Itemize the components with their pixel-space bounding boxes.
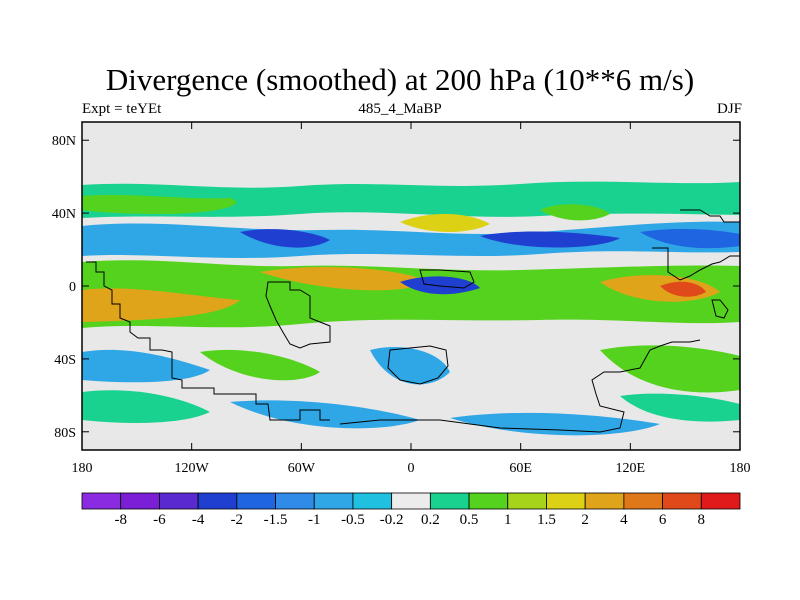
colorbar-swatch <box>584 492 625 510</box>
colorbar-swatch <box>159 492 199 510</box>
coastline-europe <box>419 269 475 289</box>
colorbar-label: 0.2 <box>420 512 440 528</box>
colorbar-label: 8 <box>697 512 706 528</box>
colorbar-swatch <box>81 492 122 510</box>
contour-n-asia-pos <box>540 204 610 221</box>
colorbar-label: -8 <box>114 512 127 528</box>
colorbar-swatch <box>429 492 470 510</box>
colorbar-swatch <box>623 492 663 510</box>
contour-n-asia-min <box>640 228 740 249</box>
contour-field <box>82 122 740 450</box>
run-name-label: 485_4_MaBP <box>358 101 442 117</box>
lon-label: 180 <box>730 461 751 476</box>
colorbar-swatch <box>275 492 315 510</box>
colorbar-swatch <box>391 492 431 510</box>
colorbar-label: -2 <box>230 512 244 528</box>
coastline-asia <box>652 247 740 281</box>
colorbar-label: -0.2 <box>379 512 404 528</box>
colorbar-swatch <box>197 492 238 510</box>
colorbar-label: 6 <box>658 512 667 528</box>
colorbar-label: 4 <box>620 512 628 528</box>
colorbar-label: -6 <box>153 512 166 528</box>
coastline-island <box>711 299 729 319</box>
contour-tropical-max-west <box>82 288 240 322</box>
contour-subtrop-negative <box>82 221 740 258</box>
lon-label: 180 <box>72 461 93 476</box>
contour-south-west-neg <box>82 349 210 383</box>
contour-indopacific-peak <box>660 281 706 297</box>
lat-label: 40N <box>52 207 76 222</box>
colorbar-label: -1.5 <box>263 512 288 528</box>
lat-label: 80N <box>52 134 76 149</box>
lon-label: 60E <box>509 461 532 476</box>
lon-label: 120E <box>616 461 646 476</box>
colorbar-label: -4 <box>191 512 205 528</box>
coastline-americas <box>86 261 330 421</box>
colorbar <box>81 492 741 510</box>
lat-label: 0 <box>69 280 76 295</box>
coastline-antarctica-asia <box>339 339 701 433</box>
contour-equatorial-min <box>400 276 480 295</box>
map-title: Divergence (smoothed) at 200 hPa (10**6 … <box>105 62 695 97</box>
lat-label: 80S <box>54 426 76 441</box>
contour-south-indian-pos <box>600 345 740 393</box>
coastline-north-asia <box>680 209 740 223</box>
contour-north-positive-core <box>82 194 237 214</box>
coastlines <box>86 209 740 433</box>
coastline-africa-south <box>387 345 449 385</box>
coastline-south-america <box>265 281 331 349</box>
colorbar-swatch <box>507 492 547 510</box>
contour-antarctic-neg-east <box>450 412 660 436</box>
lon-label: 0 <box>408 461 415 476</box>
lon-label: 120W <box>175 461 210 476</box>
contour-antarctic-pos-east <box>620 393 740 422</box>
lon-label: 60W <box>288 461 316 476</box>
axis-ticks <box>81 122 741 450</box>
contour-antarctic-neg-west <box>230 400 420 429</box>
lat-label: 40S <box>54 353 76 368</box>
colorbar-label: 1 <box>504 512 512 528</box>
experiment-label: Expt = teYEt <box>82 101 162 117</box>
contour-south-high-pos <box>82 390 210 423</box>
colorbar-swatch <box>352 492 393 510</box>
colorbar-label: 1.5 <box>537 512 556 528</box>
colorbar-swatch <box>236 492 276 510</box>
contour-n-atlantic-min <box>480 231 620 248</box>
contour-tropical-max-east <box>260 267 430 291</box>
contour-south-atlantic-neg <box>370 346 450 385</box>
colorbar-swatch <box>313 492 354 510</box>
contour-south-pacific-pos <box>200 349 320 381</box>
contour-n-pacific-max <box>400 213 490 232</box>
colorbar-label: 2 <box>581 512 589 528</box>
colorbar-swatch <box>120 492 160 510</box>
colorbar-label: 0.5 <box>459 512 479 528</box>
colorbar-swatch <box>662 492 702 510</box>
colorbar-label: -1 <box>307 512 321 528</box>
colorbar-swatch <box>700 492 741 510</box>
contour-n-pacific-min <box>240 229 330 248</box>
season-label: DJF <box>716 101 742 117</box>
colorbar-swatch <box>468 492 509 510</box>
colorbar-swatch <box>546 492 586 510</box>
axis-tick-labels: 80N 40N 0 40S 80S 180 120W 60W 0 60E 120E 180 <box>52 134 751 476</box>
colorbar-label: -0.5 <box>341 512 365 528</box>
contour-tropical-positive <box>82 260 740 328</box>
